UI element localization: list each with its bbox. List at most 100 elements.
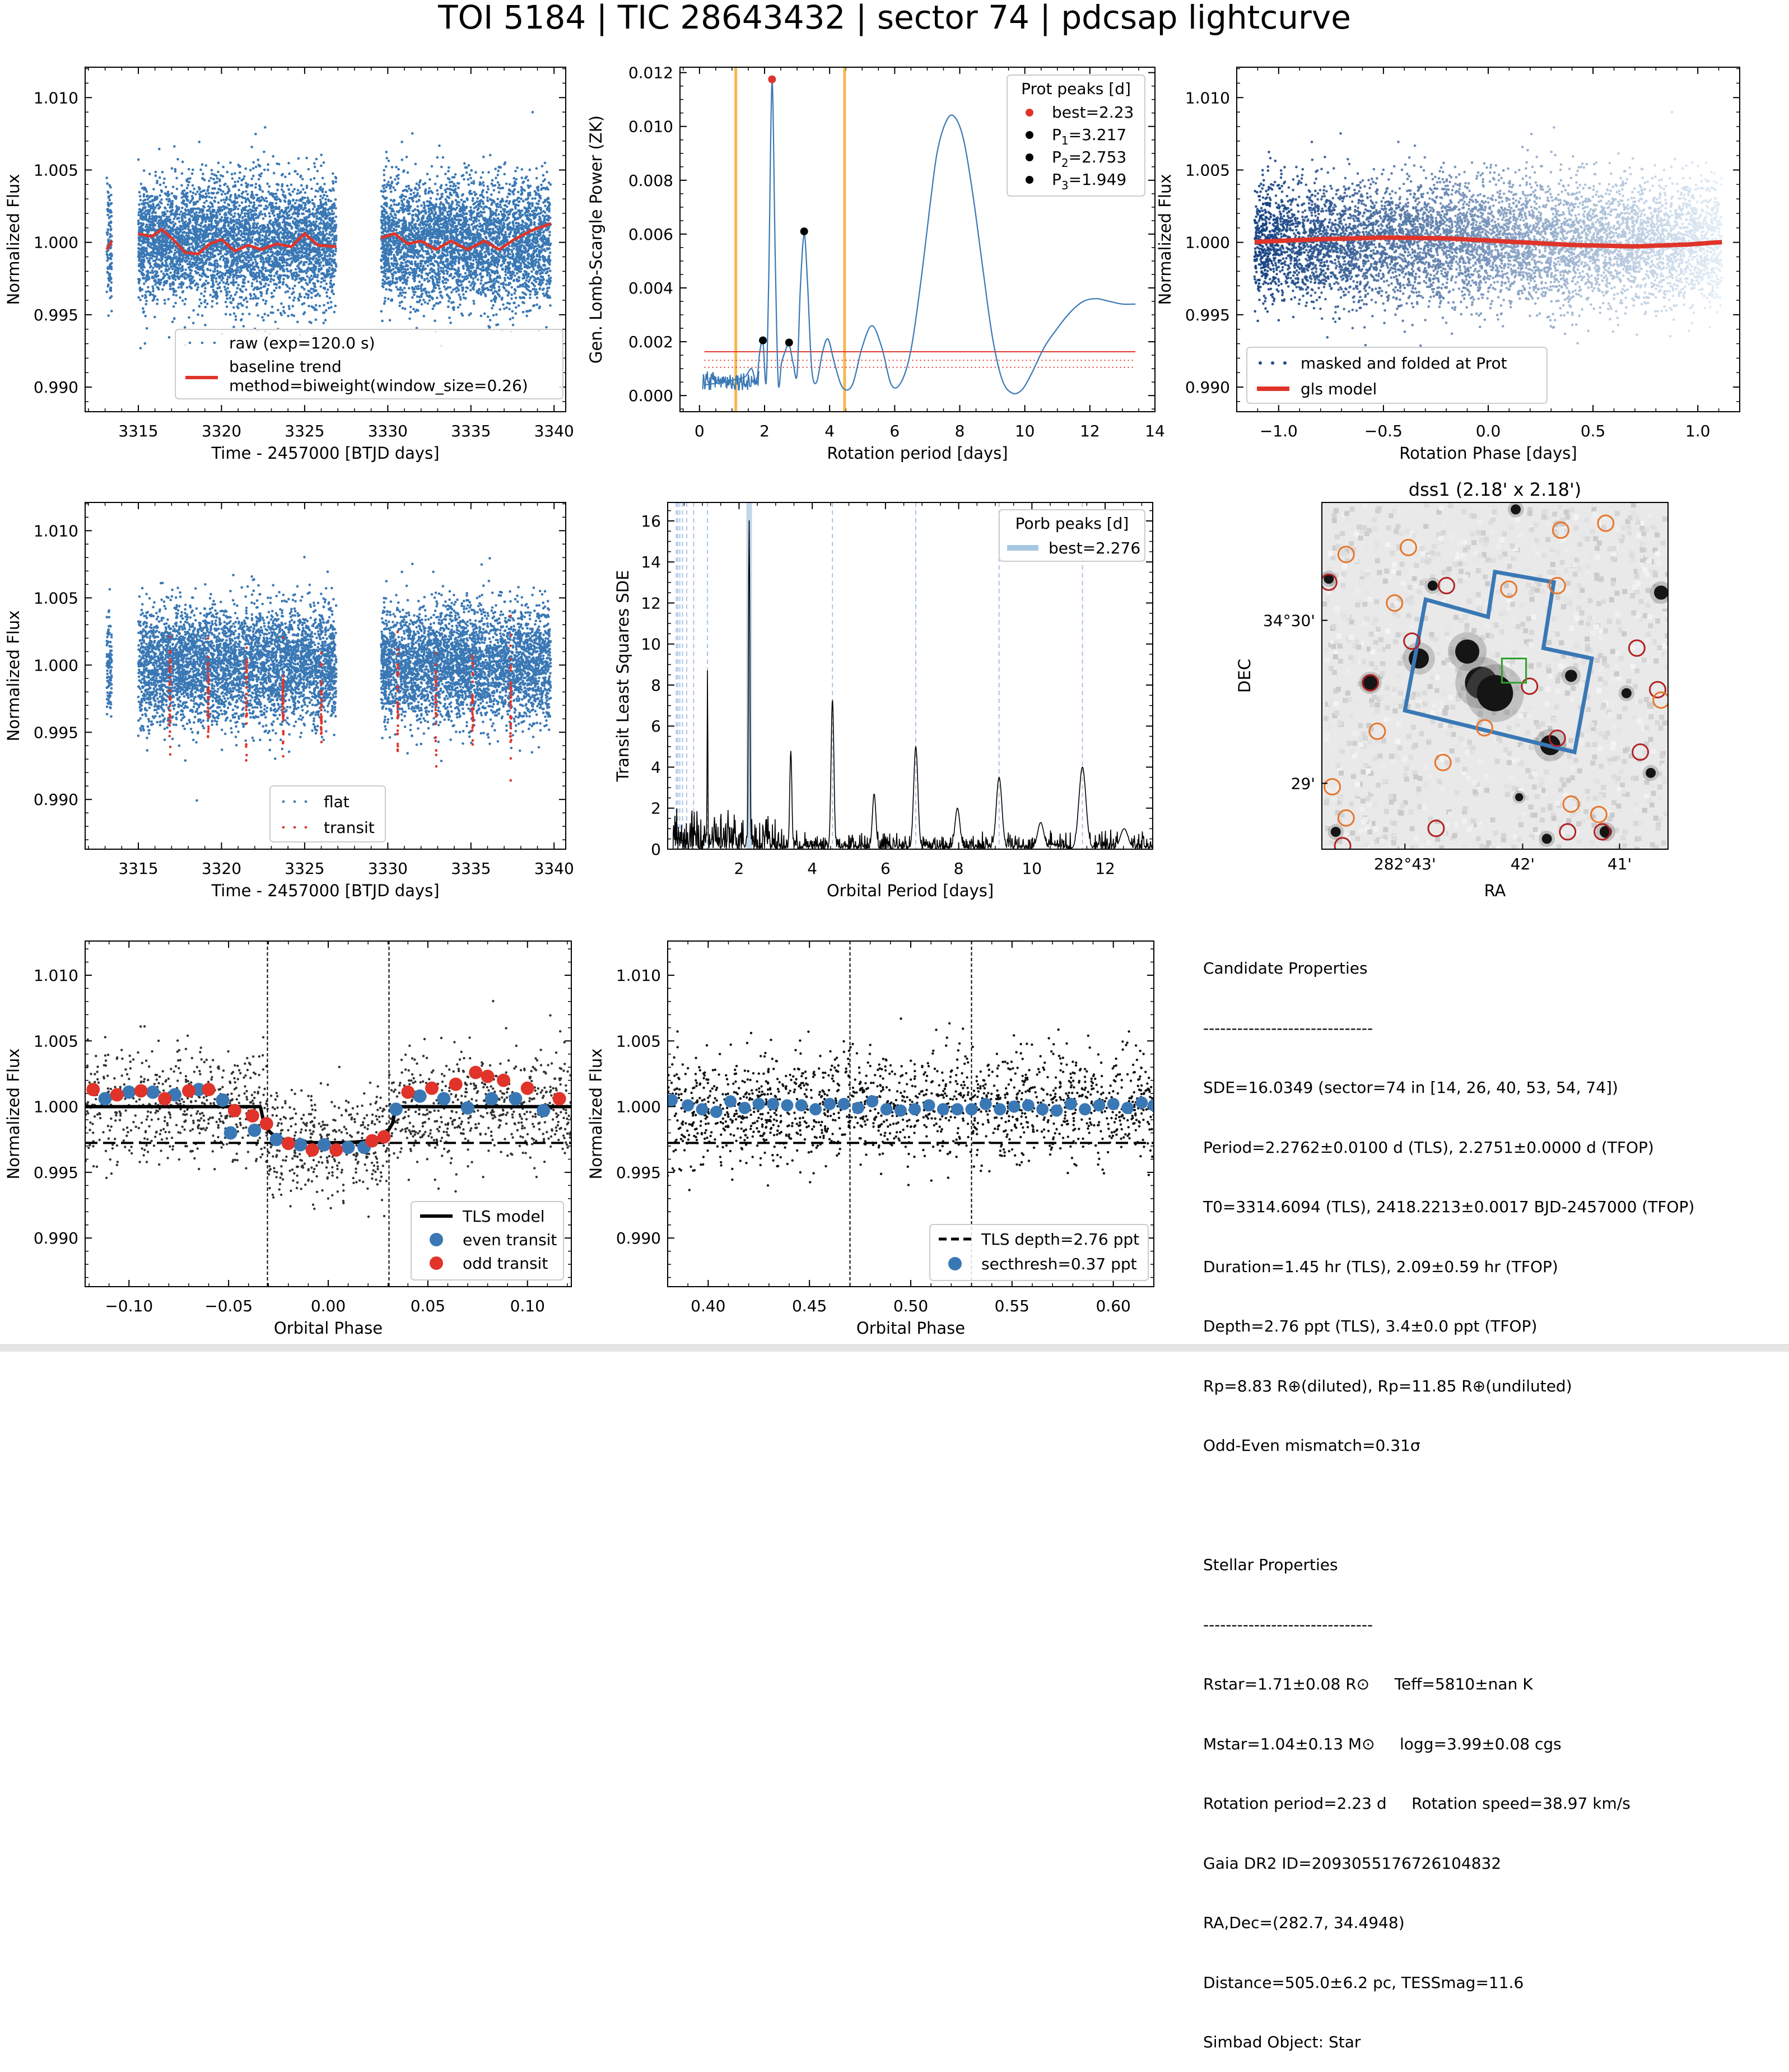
raw-point <box>315 209 318 212</box>
raw-point <box>235 277 238 280</box>
raw-point <box>272 295 275 298</box>
raw-point <box>257 314 259 317</box>
raw-point <box>314 274 317 277</box>
raw-point <box>220 253 222 255</box>
raw-point <box>180 236 183 239</box>
raw-point <box>308 214 311 217</box>
raw-point <box>218 188 221 191</box>
raw-point <box>423 315 426 318</box>
raw-point <box>332 259 335 262</box>
raw-point <box>317 280 320 283</box>
raw-point <box>192 219 194 222</box>
y-tick-label: 0.990 <box>34 378 78 397</box>
x-axis-label: Time - 2457000 [BTJD days] <box>211 444 439 463</box>
raw-point <box>166 265 169 268</box>
raw-point <box>216 297 218 300</box>
raw-point <box>233 235 236 238</box>
raw-point <box>314 166 316 169</box>
raw-point <box>389 319 392 322</box>
raw-point <box>245 288 248 291</box>
raw-point <box>192 184 194 187</box>
raw-point <box>242 278 245 281</box>
raw-point <box>203 243 206 245</box>
raw-point <box>188 246 191 249</box>
raw-point <box>304 197 306 199</box>
raw-point <box>208 228 211 231</box>
raw-point <box>264 230 267 233</box>
raw-point <box>147 273 150 276</box>
raw-point <box>261 239 264 241</box>
raw-point <box>199 254 202 257</box>
raw-point <box>290 248 293 251</box>
raw-point <box>222 206 225 208</box>
raw-point <box>185 225 188 227</box>
raw-point <box>142 224 145 226</box>
raw-point <box>109 276 111 278</box>
raw-point <box>183 272 186 275</box>
raw-point <box>319 186 322 189</box>
raw-point <box>288 308 291 310</box>
raw-point <box>514 292 516 295</box>
raw-point <box>296 173 299 176</box>
raw-point <box>181 220 184 223</box>
raw-point <box>289 232 292 235</box>
raw-point <box>153 245 156 248</box>
raw-point <box>181 207 184 209</box>
raw-point <box>250 213 253 216</box>
raw-point <box>332 292 335 295</box>
raw-point <box>258 269 261 272</box>
raw-point <box>156 181 159 184</box>
raw-point <box>164 207 167 210</box>
raw-point <box>241 244 244 246</box>
raw-point <box>329 280 332 282</box>
raw-point <box>246 193 249 196</box>
raw-point <box>171 226 174 229</box>
raw-point <box>318 212 321 215</box>
raw-point <box>236 243 239 245</box>
raw-point <box>306 185 309 188</box>
raw-point <box>334 269 337 272</box>
raw-point <box>237 180 240 183</box>
raw-point <box>306 283 309 286</box>
raw-point <box>185 209 188 212</box>
raw-point <box>229 301 232 304</box>
raw-point <box>218 245 221 248</box>
raw-point <box>252 297 255 300</box>
raw-point <box>237 232 240 235</box>
raw-point <box>268 241 271 244</box>
raw-point <box>138 208 141 211</box>
raw-point <box>166 245 169 248</box>
raw-point <box>198 305 201 308</box>
raw-point <box>277 225 280 228</box>
raw-point <box>240 269 243 272</box>
raw-point <box>145 291 148 294</box>
raw-point <box>249 241 251 244</box>
raw-point <box>281 258 283 261</box>
raw-point <box>178 208 180 211</box>
raw-point <box>197 236 200 239</box>
raw-point <box>138 288 141 291</box>
raw-point <box>321 212 324 215</box>
raw-point <box>243 207 246 210</box>
raw-point <box>278 236 281 239</box>
raw-point <box>148 224 151 226</box>
raw-point <box>164 256 167 259</box>
raw-point <box>231 262 234 264</box>
raw-point <box>208 262 211 264</box>
raw-point <box>284 194 287 197</box>
raw-point <box>273 274 276 277</box>
raw-point <box>166 210 169 213</box>
raw-point <box>109 225 112 228</box>
raw-point <box>255 280 258 283</box>
raw-point <box>240 212 243 215</box>
raw-point <box>241 226 244 229</box>
raw-point <box>256 302 259 305</box>
raw-point <box>273 196 276 199</box>
raw-point <box>267 278 269 281</box>
raw-point <box>256 286 259 288</box>
raw-point <box>156 302 159 305</box>
raw-point <box>249 184 252 187</box>
raw-point <box>310 292 313 295</box>
raw-point <box>306 197 309 199</box>
